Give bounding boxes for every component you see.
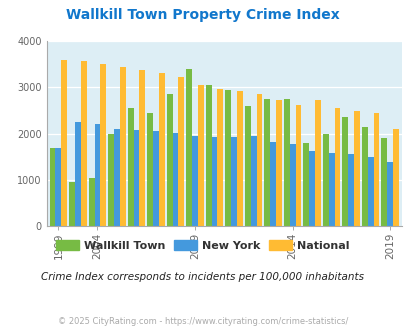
Bar (69, 182, 75, 226)
Bar (225, 90, 230, 226)
Text: Crime Index corresponds to incidents per 100,000 inhabitants: Crime Index corresponds to incidents per… (41, 272, 364, 282)
Bar (198, 85, 203, 226)
Bar (49, 148, 55, 226)
Bar (133, 130, 139, 226)
Bar (250, 136, 256, 226)
Bar (283, 99, 289, 226)
Legend: Wallkill Town, New York, National: Wallkill Town, New York, National (52, 236, 353, 255)
Bar (256, 94, 262, 226)
Bar (237, 91, 242, 226)
Text: © 2025 CityRating.com - https://www.cityrating.com/crime-statistics/: © 2025 CityRating.com - https://www.city… (58, 317, 347, 326)
Bar (100, 64, 106, 226)
Bar (275, 100, 281, 226)
Bar (353, 111, 359, 226)
Text: Wallkill Town Property Crime Index: Wallkill Town Property Crime Index (66, 8, 339, 22)
Bar (373, 113, 379, 226)
Bar (186, 69, 192, 226)
Bar (295, 105, 301, 226)
Bar (108, 134, 114, 226)
Bar (211, 137, 217, 226)
Bar (230, 137, 237, 226)
Bar (314, 100, 320, 226)
Bar (205, 85, 211, 226)
Bar (55, 148, 61, 226)
Bar (94, 124, 100, 226)
Bar (178, 77, 184, 226)
Bar (128, 108, 133, 226)
Bar (158, 73, 164, 226)
Bar (147, 113, 153, 226)
Bar (309, 151, 314, 226)
Bar (367, 157, 373, 226)
Bar (341, 117, 347, 226)
Bar (114, 129, 119, 226)
Bar (172, 133, 178, 226)
Bar (81, 61, 87, 226)
Bar (244, 106, 250, 226)
Bar (347, 154, 353, 226)
Bar (217, 89, 223, 226)
Bar (166, 94, 172, 226)
Bar (119, 67, 126, 226)
Bar (386, 162, 392, 226)
Bar (322, 134, 328, 226)
Bar (88, 178, 94, 226)
Bar (153, 131, 158, 226)
Bar (139, 70, 145, 226)
Bar (75, 122, 81, 226)
Bar (381, 138, 386, 226)
Bar (264, 99, 269, 226)
Bar (289, 144, 295, 226)
Bar (392, 129, 398, 226)
Bar (61, 60, 67, 226)
Bar (269, 142, 275, 226)
Bar (192, 136, 198, 226)
Bar (328, 152, 334, 226)
Bar (303, 143, 309, 226)
Bar (361, 127, 367, 226)
Bar (334, 108, 340, 226)
